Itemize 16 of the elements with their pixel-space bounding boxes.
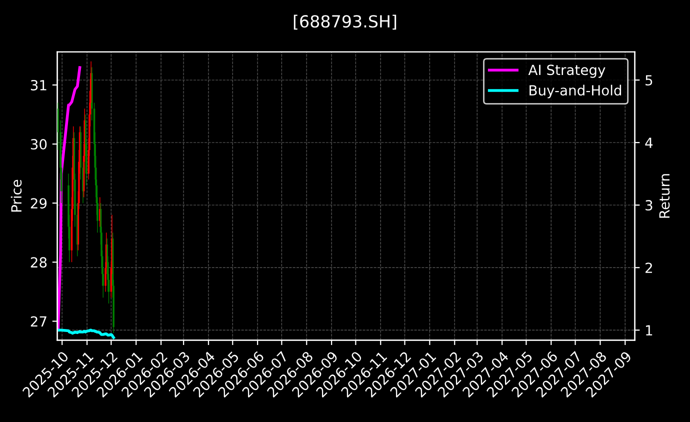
y-tick-label: 30 (30, 139, 47, 150)
y2-tick-label: 2 (646, 262, 652, 273)
y2-tick-label: 5 (646, 75, 652, 86)
line-series (57, 328, 115, 340)
y-tick-label: 27 (30, 316, 46, 327)
y2-tick-label: 4 (645, 138, 653, 148)
y2-tick-label: 1 (646, 325, 652, 336)
y2-axis-title: Return (659, 174, 670, 218)
y-tick-label: 28 (30, 257, 47, 268)
legend-label: AI Strategy (528, 64, 606, 78)
y-tick-label: 31 (30, 80, 46, 90)
chart-title: [688793.SH] (294, 14, 396, 30)
y2-tick-label: 3 (646, 200, 652, 211)
legend-label: Buy-and-Hold (530, 84, 622, 98)
y-axis-title: Price (10, 180, 22, 212)
y-tick-label: 29 (30, 198, 47, 209)
